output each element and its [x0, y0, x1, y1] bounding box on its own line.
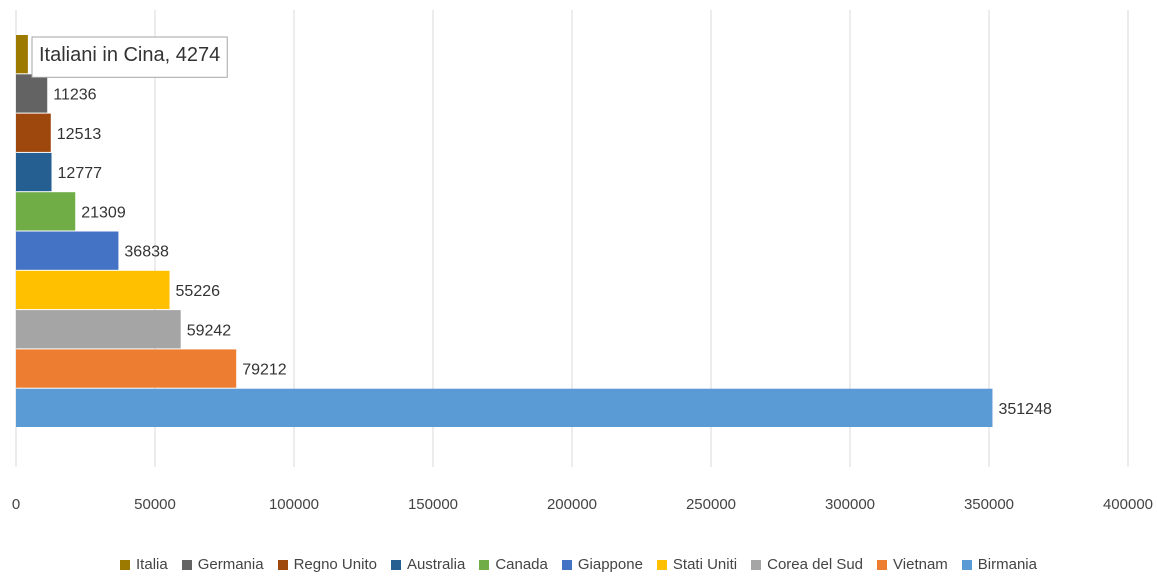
x-tick-label: 0	[12, 496, 20, 513]
legend-label: Birmania	[977, 556, 1037, 573]
legend: Italia Germania Regno Unito Australia Canada…	[0, 556, 1157, 573]
legend-item: Giappone	[561, 556, 643, 573]
legend-item: Germania	[181, 556, 264, 573]
legend-item: Corea del Sud	[751, 556, 863, 573]
data-label: 55226	[176, 283, 221, 300]
data-label: 21309	[81, 204, 126, 221]
x-tick-label: 350000	[964, 496, 1014, 513]
bar-regno-unito	[16, 113, 51, 152]
bars	[16, 35, 993, 427]
legend-swatch	[961, 559, 972, 570]
legend-item: Regno Unito	[277, 556, 377, 573]
legend-item: Canada	[479, 556, 548, 573]
legend-item: Birmania	[961, 556, 1037, 573]
bar-canada	[16, 192, 76, 231]
data-label: 36838	[124, 244, 169, 261]
legend-swatch	[561, 559, 572, 570]
legend-item: Australia	[390, 556, 466, 573]
legend-item: Vietnam	[877, 556, 948, 573]
legend-swatch	[656, 559, 667, 570]
bar-italia	[16, 35, 28, 74]
x-tick-label: 150000	[408, 496, 458, 513]
data-label: 12777	[58, 165, 103, 182]
legend-swatch	[877, 559, 888, 570]
data-labels: Italiani in Cina, 4274 11236 12513 12777 213…	[31, 36, 1052, 418]
legend-label: Stati Uniti	[672, 556, 738, 573]
callout-box	[31, 36, 228, 78]
bar-stati-uniti	[16, 270, 170, 310]
data-label: 79212	[242, 362, 287, 379]
legend-item: Stati Uniti	[656, 556, 738, 573]
legend-swatch	[751, 559, 762, 570]
x-tick-label: 100000	[269, 496, 319, 513]
legend-swatch	[120, 559, 131, 570]
legend-swatch	[479, 559, 490, 570]
bar-australia	[16, 152, 52, 192]
legend-label: Canada	[495, 556, 548, 573]
x-tick-label: 400000	[1103, 496, 1153, 513]
data-label: 59242	[187, 322, 232, 339]
bar-vietnam	[16, 349, 237, 388]
legend-label: Vietnam	[893, 556, 948, 573]
legend-label: Giappone	[577, 556, 643, 573]
bar-germania	[16, 74, 48, 113]
legend-label: Australia	[406, 556, 466, 573]
bar-birmania	[16, 388, 993, 427]
legend-label: Italia	[136, 556, 168, 573]
x-tick-label: 250000	[686, 496, 736, 513]
bar-giappone	[16, 231, 119, 270]
x-axis-ticks: 0 50000 100000 150000 200000 250000 300000 3500…	[12, 496, 1153, 513]
legend-item: Italia	[120, 556, 168, 573]
data-label: 11236	[53, 86, 96, 103]
data-label: 12513	[57, 126, 102, 143]
callout-label: Italiani in Cina, 4274	[39, 44, 220, 66]
bar-corea-del-sud	[16, 310, 181, 349]
x-tick-label: 200000	[547, 496, 597, 513]
legend-swatch	[181, 559, 192, 570]
legend-swatch	[277, 559, 288, 570]
x-tick-label: 50000	[134, 496, 176, 513]
legend-swatch	[390, 559, 401, 570]
legend-label: Germania	[197, 556, 264, 573]
x-tick-label: 300000	[825, 496, 875, 513]
legend-label: Corea del Sud	[767, 556, 864, 573]
legend-label: Regno Unito	[293, 556, 377, 573]
data-label: 351248	[998, 401, 1051, 418]
gridlines	[15, 10, 1129, 467]
